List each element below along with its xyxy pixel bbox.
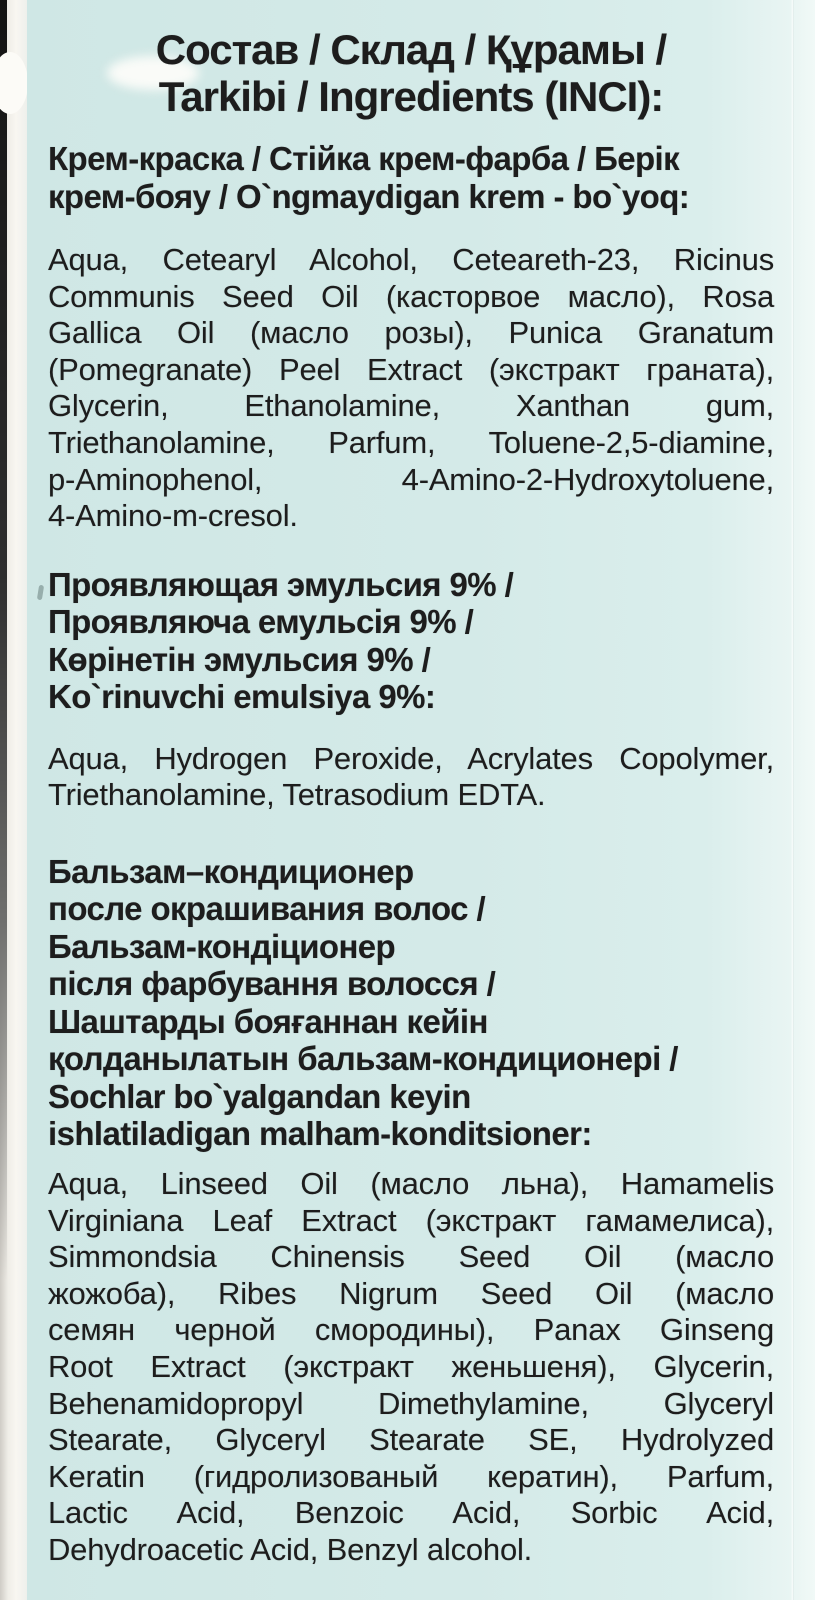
text-line: Triethanolamine, Parfum, Toluene-2,5-dia…: [48, 424, 774, 460]
cream-dye-ingredients-paragraph: Aqua, Cetearyl Alcohol, Ceteareth-23, Ri…: [48, 242, 774, 535]
text-line: после окрашивания волос /: [48, 890, 486, 928]
text-line: 4-Amino-m-cresol.: [48, 498, 298, 534]
print-speck-artifact: [36, 584, 45, 601]
text-line: Glycerin, Ethanolamine, Xanthan gum,: [48, 388, 774, 424]
cream-dye-heading: Крем-краска / Стійка крем-фарба / Берік к…: [48, 140, 774, 215]
text-line: Behenamidopropyl Dimethylamine, Glyceryl: [48, 1385, 774, 1421]
text-line: Communis Seed Oil (касторвое масло), Ros…: [48, 278, 774, 314]
text-line: після фарбування волосся /: [48, 965, 496, 1003]
ingredients-title: Состав / Склад / Құрамы / Tarkibi / Ingre…: [48, 26, 774, 120]
text-line: жожоба), Ribes Nigrum Seed Oil (масло: [48, 1275, 774, 1311]
text-line: Sochlar bo`yalgandan keyin: [48, 1077, 471, 1115]
box-edge-notch: [0, 52, 28, 114]
text-line: крем-бояу / O`ngmaydigan krem - bo`yoq:: [48, 177, 690, 215]
text-line: p-Aminophenol, 4-Amino-2-Hydroxytoluene,: [48, 461, 774, 497]
text-line: семян черной смородины), Panax Ginseng: [48, 1312, 774, 1348]
text-line: Keratin (гидролизованый кератин), Parfum…: [48, 1458, 774, 1494]
text-line: Состав / Склад / Құрамы /: [155, 26, 667, 73]
text-line: Aqua, Cetearyl Alcohol, Ceteareth-23, Ri…: [48, 242, 774, 277]
text-line: Stearate, Glyceryl Stearate SE, Hydrolyz…: [48, 1422, 774, 1458]
text-line: Ko`rinuvchi emulsiya 9%:: [48, 678, 436, 716]
text-line: (Pomegranate) Peel Extract (экстракт гра…: [48, 351, 774, 387]
text-line: қолданылатын бальзам-кондиционері /: [48, 1040, 678, 1078]
photo-smudge-artifact: [107, 56, 199, 90]
box-edge-shadow: [0, 0, 7, 1280]
text-line: Virginiana Leaf Extract (экстракт гамаме…: [48, 1202, 774, 1238]
text-line: Gallica Oil (масло розы), Punica Granatu…: [48, 315, 774, 351]
text-line: Бальзам–кондиционер: [48, 852, 414, 890]
text-line: Aqua, Linseed Oil (масло льна), Hamameli…: [48, 1165, 774, 1201]
text-line: Root Extract (экстракт женьшеня), Glycer…: [48, 1348, 774, 1384]
text-line: Бальзам-кондіционер: [48, 927, 396, 965]
text-line: Aqua, Hydrogen Peroxide, Acrylates Copol…: [48, 740, 774, 776]
text-line: Проявляющая эмульсия 9% /: [48, 565, 514, 603]
text-line: Dehydroacetic Acid, Benzyl alcohol.: [48, 1531, 533, 1567]
label-text: Состав / Склад / Құрамы / Tarkibi / Ingre…: [48, 0, 774, 1568]
ingredients-panel: Состав / Склад / Құрамы / Tarkibi / Ingre…: [27, 0, 815, 1600]
balm-conditioner-ingredients-paragraph: Aqua, Linseed Oil (масло льна), Hamameli…: [48, 1166, 774, 1569]
text-line: ishlatiladigan malham-konditsioner:: [48, 1115, 592, 1153]
balm-conditioner-heading: Бальзам–кондиционер после окрашивания вол…: [48, 853, 774, 1153]
text-line: Крем-краска / Стійка крем-фарба / Берік: [48, 140, 680, 177]
text-line: Simmondsia Chinensis Seed Oil (масло: [48, 1239, 774, 1275]
text-line: Lactic Acid, Benzoic Acid, Sorbic Acid,: [48, 1495, 774, 1531]
text-line: Tarkibi / Ingredients (INCI):: [158, 73, 665, 120]
text-line: Көрінетін эмульсия 9% /: [48, 640, 431, 678]
developing-emulsion-heading: Проявляющая эмульсия 9% / Проявляюча емул…: [48, 566, 774, 716]
text-line: Проявляюча емульсія 9% /: [48, 603, 474, 641]
text-line: Triethanolamine, Tetrasodium EDTA.: [48, 777, 546, 813]
panel-crease: [791, 0, 794, 1600]
developing-emulsion-ingredients-paragraph: Aqua, Hydrogen Peroxide, Acrylates Copol…: [48, 741, 774, 814]
text-line: Шаштарды бояғаннан кейін: [48, 1002, 488, 1040]
